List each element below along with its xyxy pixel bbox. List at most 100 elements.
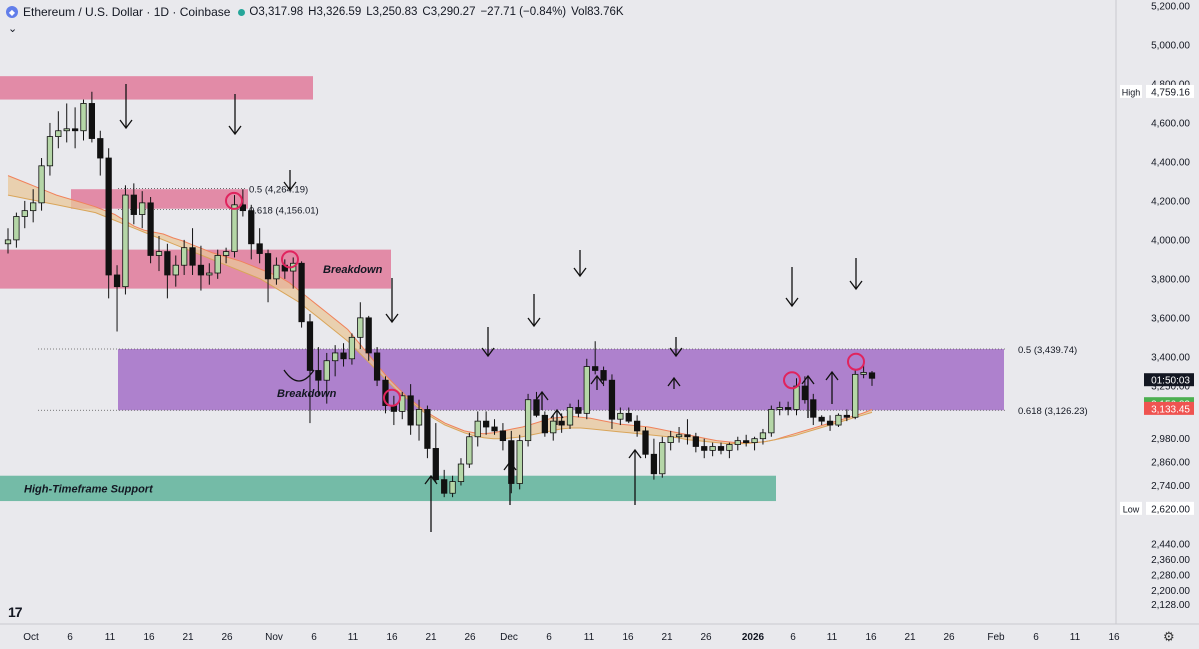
candle[interactable] bbox=[784, 401, 792, 416]
candle[interactable] bbox=[634, 415, 641, 437]
candle[interactable] bbox=[315, 347, 322, 396]
candle[interactable] bbox=[566, 403, 574, 429]
candle[interactable] bbox=[264, 249, 272, 303]
candle[interactable] bbox=[172, 255, 179, 287]
candle[interactable] bbox=[365, 315, 372, 361]
candle[interactable] bbox=[155, 235, 163, 272]
candle[interactable] bbox=[97, 130, 104, 176]
candle[interactable] bbox=[776, 401, 783, 416]
candle[interactable] bbox=[743, 434, 750, 447]
candle[interactable] bbox=[491, 419, 498, 435]
candle[interactable] bbox=[516, 434, 523, 490]
candle[interactable] bbox=[80, 99, 87, 141]
candle[interactable] bbox=[214, 249, 221, 279]
candle[interactable] bbox=[650, 438, 658, 480]
candle[interactable] bbox=[164, 243, 171, 299]
candle[interactable] bbox=[181, 239, 188, 275]
candle[interactable] bbox=[751, 436, 758, 451]
candle[interactable] bbox=[147, 197, 154, 264]
candle[interactable] bbox=[357, 302, 364, 350]
candle[interactable] bbox=[30, 189, 37, 223]
candle[interactable] bbox=[231, 195, 238, 258]
candle[interactable] bbox=[113, 265, 121, 332]
gear-icon[interactable]: ⚙ bbox=[1163, 629, 1175, 644]
candle[interactable] bbox=[759, 428, 767, 445]
candle[interactable] bbox=[323, 352, 330, 404]
candle[interactable] bbox=[734, 436, 741, 451]
candle[interactable] bbox=[432, 423, 439, 482]
candle[interactable] bbox=[659, 436, 666, 478]
candle[interactable] bbox=[415, 399, 423, 441]
candle[interactable] bbox=[21, 200, 28, 229]
candle[interactable] bbox=[466, 432, 473, 468]
candle[interactable] bbox=[197, 245, 205, 291]
candle[interactable] bbox=[726, 442, 733, 459]
candle[interactable] bbox=[600, 366, 607, 387]
candle[interactable] bbox=[222, 247, 230, 264]
candle[interactable] bbox=[583, 358, 590, 420]
candle[interactable] bbox=[4, 228, 12, 254]
symbol-title[interactable]: Ethereum / U.S. Dollar · 1D · Coinbase bbox=[23, 5, 231, 19]
candle[interactable] bbox=[373, 347, 381, 387]
candle[interactable] bbox=[348, 333, 356, 365]
candle[interactable] bbox=[88, 91, 96, 143]
candle[interactable] bbox=[407, 384, 414, 435]
candle[interactable] bbox=[189, 228, 196, 275]
candle[interactable] bbox=[483, 411, 490, 435]
candle[interactable] bbox=[239, 189, 246, 217]
candle[interactable] bbox=[852, 370, 859, 420]
candle[interactable] bbox=[424, 405, 431, 459]
candle[interactable] bbox=[340, 343, 347, 367]
candle[interactable] bbox=[273, 257, 280, 285]
candle[interactable] bbox=[474, 411, 481, 447]
candle[interactable] bbox=[206, 263, 213, 285]
candle[interactable] bbox=[332, 345, 339, 377]
candle[interactable] bbox=[457, 458, 465, 486]
candle[interactable] bbox=[818, 415, 825, 426]
candle[interactable] bbox=[701, 438, 708, 459]
candle[interactable] bbox=[441, 469, 448, 498]
candle[interactable] bbox=[575, 399, 582, 418]
candle[interactable] bbox=[642, 426, 649, 459]
candle[interactable] bbox=[298, 261, 305, 328]
candle[interactable] bbox=[139, 191, 146, 229]
candle[interactable] bbox=[592, 341, 599, 375]
candle[interactable] bbox=[835, 413, 842, 427]
tradingview-logo-icon[interactable]: 17 bbox=[8, 604, 23, 620]
candle[interactable] bbox=[63, 103, 70, 143]
candle[interactable] bbox=[625, 407, 632, 424]
chevron-down-icon[interactable]: ⌄ bbox=[8, 23, 18, 35]
candle[interactable] bbox=[122, 185, 129, 295]
candle[interactable] bbox=[541, 411, 548, 437]
candle[interactable] bbox=[256, 228, 263, 264]
candle[interactable] bbox=[399, 391, 406, 420]
candle[interactable] bbox=[709, 442, 716, 457]
candle[interactable] bbox=[684, 419, 691, 445]
candle[interactable] bbox=[55, 111, 62, 149]
candle[interactable] bbox=[692, 432, 699, 453]
candle[interactable] bbox=[46, 122, 54, 176]
candle[interactable] bbox=[675, 426, 683, 443]
candle[interactable] bbox=[810, 393, 817, 426]
candle[interactable] bbox=[667, 430, 674, 451]
candle[interactable] bbox=[868, 371, 876, 386]
candle[interactable] bbox=[843, 409, 850, 422]
candle[interactable] bbox=[449, 475, 456, 498]
candle[interactable] bbox=[130, 183, 137, 225]
candle[interactable] bbox=[524, 393, 532, 447]
candle[interactable] bbox=[826, 415, 834, 431]
candle[interactable] bbox=[248, 204, 255, 260]
candle[interactable] bbox=[617, 407, 624, 426]
candle[interactable] bbox=[499, 423, 507, 451]
candle[interactable] bbox=[306, 313, 314, 424]
candle[interactable] bbox=[71, 107, 79, 149]
candle[interactable] bbox=[550, 415, 557, 441]
candle[interactable] bbox=[13, 212, 20, 248]
candle[interactable] bbox=[768, 405, 775, 437]
candle[interactable] bbox=[717, 442, 725, 455]
candle[interactable] bbox=[508, 430, 515, 494]
candle[interactable] bbox=[38, 158, 45, 211]
candle[interactable] bbox=[608, 374, 616, 429]
candle[interactable] bbox=[105, 148, 112, 299]
